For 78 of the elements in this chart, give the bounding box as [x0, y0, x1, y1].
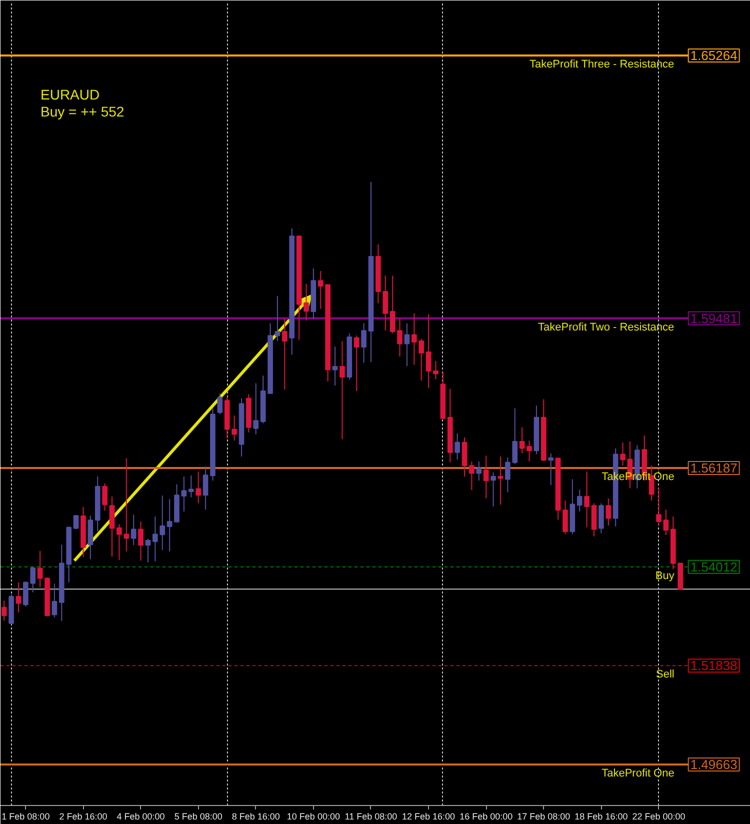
candlestick: [576, 489, 582, 512]
candlestick: [1, 600, 7, 622]
candlestick: [304, 283, 309, 322]
candlestick: [620, 442, 626, 466]
candlestick: [505, 456, 510, 493]
candlestick: [188, 475, 194, 498]
candlestick: [476, 460, 482, 482]
ref-line-label: Buy: [655, 570, 675, 582]
candlestick: [483, 455, 489, 499]
candlestick: [73, 514, 79, 530]
ref-line-label: TakeProfit Two - Resistance: [538, 321, 674, 334]
candlestick: [166, 498, 172, 552]
candlestick: [562, 500, 568, 535]
candlestick: [526, 440, 532, 462]
y-tick-label: 1.56187: [690, 460, 738, 476]
ref-line-label: TakeProfit Three - Resistance: [529, 58, 674, 70]
candlestick: [462, 436, 468, 477]
annotation: EURAUD: [40, 86, 100, 102]
candlestick: [332, 346, 338, 386]
x-tick-label: 22 Feb 00:00: [632, 812, 686, 822]
candlestick: [548, 452, 554, 486]
candlestick: [498, 456, 504, 506]
candlestick: [454, 432, 460, 460]
candlestick: [130, 514, 136, 546]
candlestick: [145, 538, 151, 563]
candlestick: [648, 465, 654, 502]
candlestick: [102, 482, 108, 512]
candlestick: [354, 335, 360, 392]
candlestick: [16, 582, 22, 613]
candlestick: [282, 318, 288, 390]
candlestick: [490, 472, 496, 507]
candlestick: [390, 275, 396, 334]
candlestick: [202, 466, 208, 510]
candlestick: [656, 486, 662, 526]
ref-line-label: TakeProfit One: [602, 767, 674, 780]
x-tick-label: 11 Feb 08:00: [344, 812, 398, 822]
candlestick: [663, 509, 669, 536]
candlestick: [253, 382, 259, 435]
candlestick: [512, 408, 518, 465]
candlestick: [181, 476, 187, 512]
x-tick-label: 2 Feb 16:00: [59, 812, 108, 822]
x-tick-label: 8 Feb 16:00: [232, 812, 280, 822]
candlestick: [274, 296, 280, 342]
x-tick-label: 16 Feb 00:00: [460, 812, 513, 822]
x-tick-label: 18 Feb 16:00: [574, 812, 628, 822]
candlestick: [52, 583, 58, 618]
candlestick: [397, 318, 402, 358]
x-tick-label: 5 Feb 08:00: [174, 812, 222, 822]
ref-line-label: Sell: [656, 668, 674, 681]
x-tick-label: 10 Feb 00:00: [286, 812, 340, 822]
x-tick-label: 17 Feb 08:00: [517, 812, 570, 822]
x-tick-label: 12 Feb 16:00: [402, 812, 456, 822]
y-tick-label: 1.59481: [690, 310, 738, 326]
annotation: Buy = ++ 552: [40, 104, 124, 120]
candlestick: [109, 496, 115, 557]
candlestick: [340, 340, 345, 440]
candlestick: [37, 550, 43, 588]
x-tick-label: 1 Feb 08:00: [2, 812, 50, 822]
candlestick: [138, 520, 144, 562]
candlestick: [598, 502, 604, 534]
candlestick: [404, 322, 410, 367]
candlestick: [584, 470, 590, 528]
x-tick-label: 4 Feb 00:00: [116, 812, 165, 822]
candlestick: [591, 502, 597, 537]
candlestick: [196, 470, 201, 504]
y-tick-label: 1.54012: [690, 559, 738, 574]
candlestick: [426, 314, 432, 388]
candlestick: [469, 460, 474, 491]
candlestick: [606, 498, 612, 526]
candlestick: [382, 275, 388, 332]
candlestick: [217, 392, 223, 415]
candlestick: [361, 322, 366, 364]
y-tick-label: 1.65264: [690, 48, 738, 63]
candlestick: [519, 426, 525, 454]
y-tick-label: 1.51838: [690, 658, 738, 674]
y-tick-label: 1.49663: [690, 756, 738, 772]
candlestick: [232, 415, 237, 442]
candlestick: [433, 360, 438, 380]
